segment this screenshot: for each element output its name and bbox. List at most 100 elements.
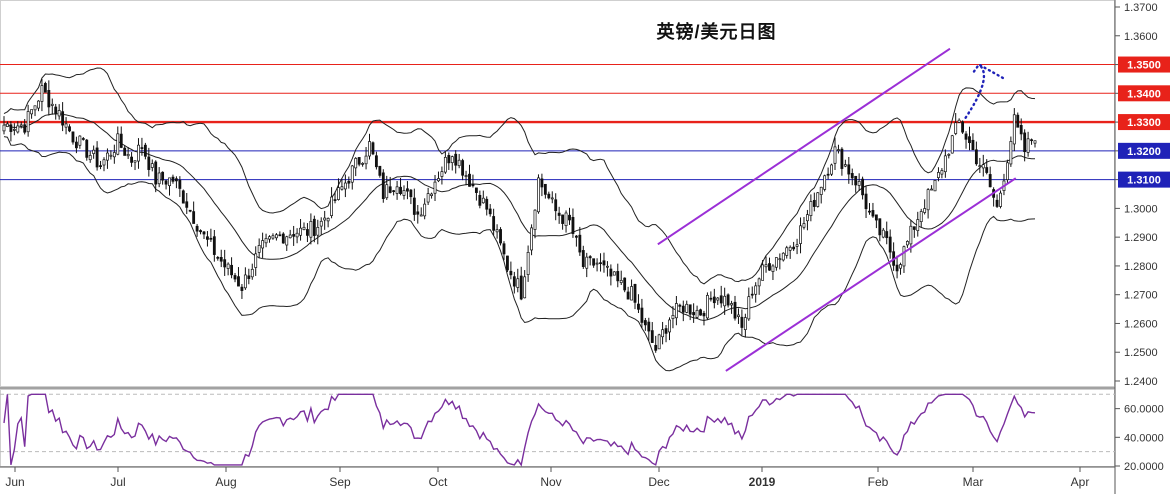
candle-body [271, 235, 275, 239]
candle-body [57, 110, 61, 117]
candle-body [264, 238, 268, 244]
price-tick-label: 1.2400 [1124, 376, 1158, 388]
candle [895, 255, 899, 279]
candle [426, 187, 430, 205]
candle-body [737, 314, 740, 317]
candle-body [709, 297, 713, 300]
candle [647, 317, 651, 341]
candle-body [95, 147, 99, 168]
candle-body [823, 175, 827, 190]
candle-body [402, 190, 406, 196]
candle [450, 155, 454, 171]
candle-body [6, 123, 9, 127]
candle [985, 159, 989, 175]
candle-body [795, 244, 799, 247]
candle [978, 157, 982, 173]
candle [581, 245, 585, 269]
candle [123, 145, 127, 156]
candle [981, 154, 985, 177]
candle [674, 296, 678, 326]
candle-body [550, 197, 554, 200]
candle [371, 141, 375, 156]
candle [688, 304, 692, 321]
candle [706, 292, 709, 320]
candle [409, 189, 413, 205]
candle-body [981, 164, 985, 169]
candle [992, 187, 996, 207]
candle [226, 262, 230, 276]
candle-body [443, 156, 447, 173]
candle-body [274, 234, 278, 239]
lower-band [3, 136, 1036, 372]
candle [143, 142, 147, 160]
candle [16, 121, 20, 134]
candle-body [833, 146, 837, 164]
price-tick-label: 1.2600 [1124, 318, 1158, 330]
candle-body [385, 184, 389, 199]
candle-body [574, 235, 578, 238]
candle-body [778, 258, 782, 261]
candle-body [609, 268, 613, 277]
candle-body [202, 231, 206, 235]
candle-body [478, 194, 482, 206]
candle-body [868, 210, 871, 213]
candle [571, 208, 575, 238]
candle [840, 147, 844, 176]
candle-body [923, 208, 927, 213]
candle-body [747, 296, 751, 320]
candle [343, 174, 347, 198]
candle [937, 167, 940, 182]
candle [195, 223, 199, 237]
candle-body [909, 225, 913, 245]
candle [133, 160, 137, 171]
candle [188, 209, 192, 213]
candle [554, 193, 558, 221]
candle-body [374, 155, 378, 168]
candle-body [626, 291, 630, 300]
candle-body [750, 293, 754, 296]
candle [781, 252, 785, 262]
candle [374, 151, 378, 170]
candle [50, 98, 54, 115]
level-label-text: 1.3500 [1127, 60, 1161, 72]
candle [843, 159, 847, 168]
rsi-line [3, 393, 1036, 467]
candle [812, 192, 816, 212]
time-tick-label: Aug [215, 475, 236, 489]
candle [643, 317, 647, 331]
candle-body [702, 312, 706, 317]
candle-body [474, 187, 478, 193]
candle-body [719, 295, 723, 304]
candle-body [650, 330, 654, 343]
candle-body [74, 141, 78, 149]
candle [464, 170, 468, 186]
time-axis: Jun Jul Aug Sep Oct Nov Dec 2019 Feb Mar Apr [5, 467, 1089, 489]
candle-body [337, 187, 340, 200]
candle-body [268, 236, 271, 240]
candle-body [216, 257, 220, 259]
candle-body [537, 177, 540, 213]
candle [526, 245, 530, 282]
candle [81, 137, 85, 141]
candle-body [278, 234, 282, 237]
candle [447, 152, 451, 170]
candle [354, 157, 358, 177]
candle-body [802, 223, 806, 228]
candle [95, 141, 99, 171]
candle-body [226, 263, 230, 269]
candle [881, 227, 885, 239]
candle-body [771, 265, 775, 272]
candle [474, 187, 478, 201]
candle-body [585, 256, 589, 269]
rsi-plot-frame [0, 389, 1115, 467]
candle [412, 188, 416, 221]
candle [754, 282, 758, 303]
candle-body [206, 236, 209, 240]
candle [1026, 131, 1030, 157]
candle [340, 178, 344, 191]
candle-body [612, 271, 616, 276]
candle-body [781, 252, 785, 261]
candle [806, 209, 809, 231]
candle-body [250, 268, 254, 278]
candle [485, 196, 489, 216]
